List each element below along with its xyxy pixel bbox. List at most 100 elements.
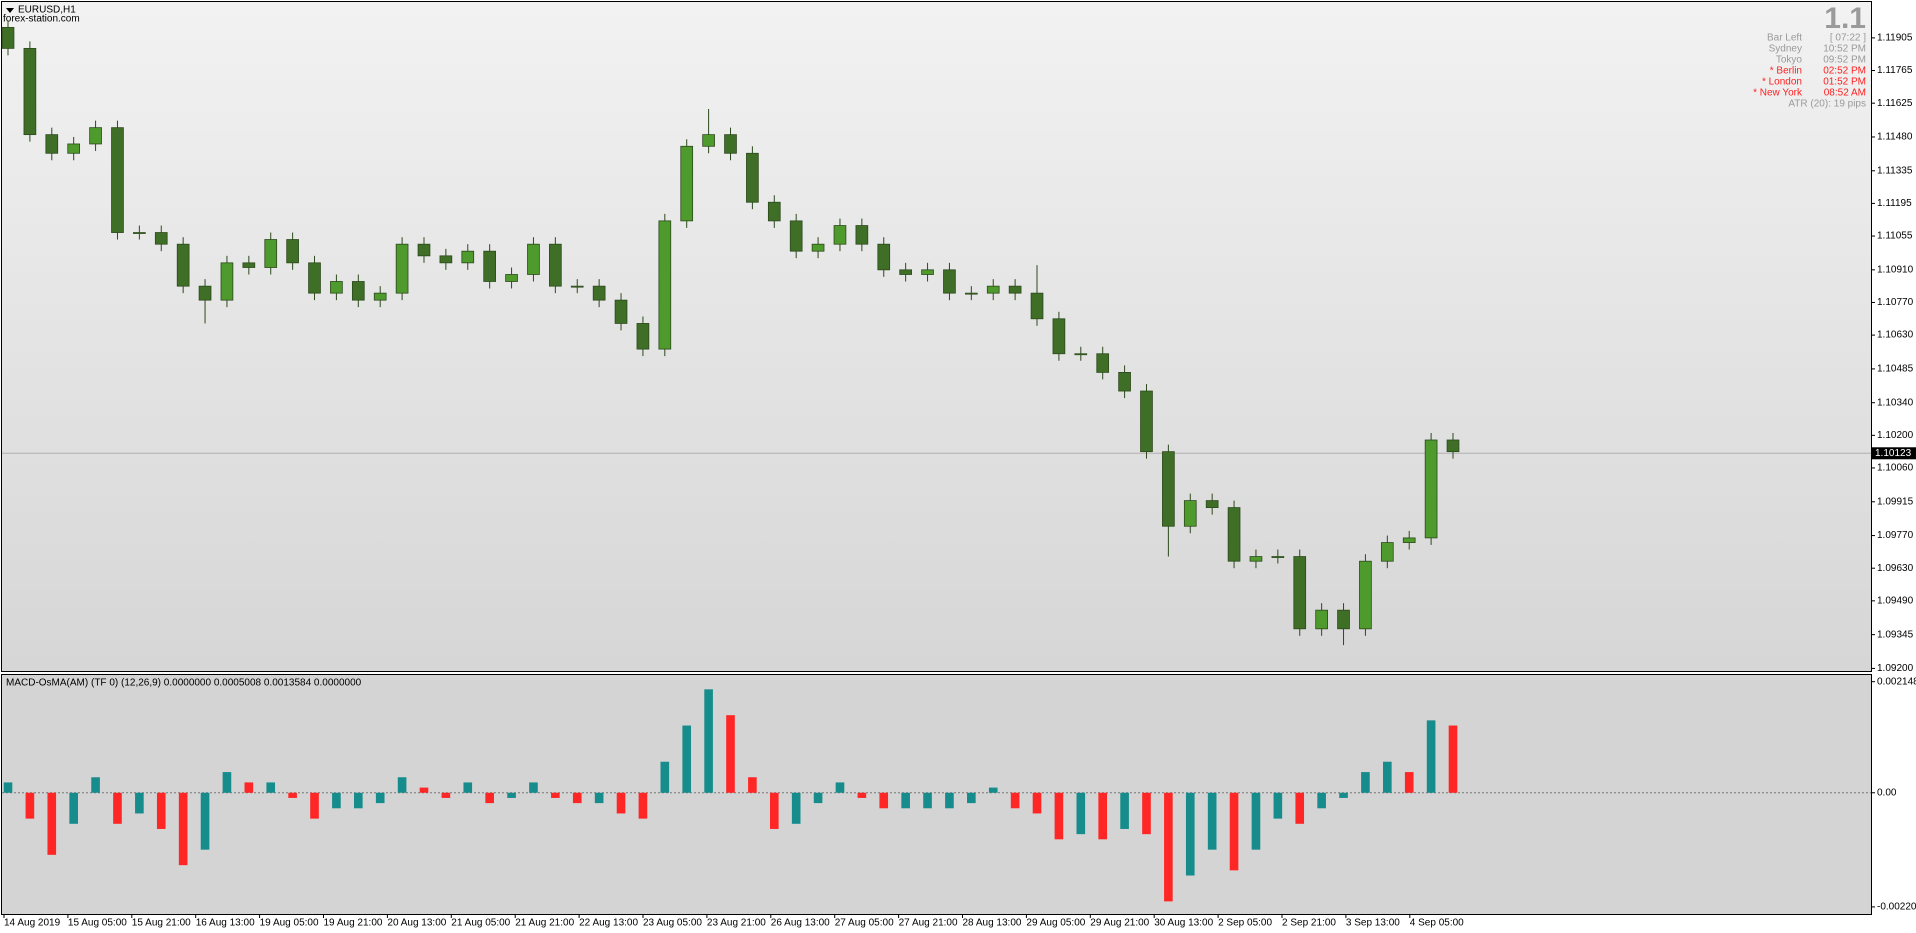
histogram-bar — [726, 715, 735, 793]
candle-body — [1337, 609, 1350, 630]
menu-arrow[interactable] — [6, 8, 14, 13]
candle-body — [373, 292, 387, 301]
histogram-bar — [551, 792, 560, 798]
info-value: 08:52 AM — [1824, 88, 1866, 99]
histogram-bar — [1098, 792, 1108, 840]
y-tick-label: 1.09490 — [1877, 595, 1914, 606]
candle-body — [1140, 390, 1153, 453]
y-tick-label: 0.00 — [1877, 787, 1897, 798]
histogram-bar — [463, 782, 473, 793]
histogram-bar — [901, 792, 910, 809]
histogram-bar — [419, 787, 429, 793]
histogram-bar — [353, 792, 363, 809]
candle-body — [1293, 556, 1307, 630]
info-value: 01:52 PM — [1823, 77, 1866, 88]
candle-body — [1162, 451, 1175, 527]
histogram-bar — [1295, 792, 1305, 824]
candle-body — [45, 134, 59, 154]
y-tick-label: 1.11625 — [1877, 98, 1913, 109]
x-tick-label: 27 Aug 05:00 — [835, 918, 894, 929]
candle-body — [1074, 353, 1088, 356]
histogram-bar — [835, 782, 845, 793]
histogram-bar — [529, 782, 538, 793]
candle-body — [899, 269, 912, 275]
candle-body — [1030, 292, 1044, 320]
histogram-bar — [1339, 792, 1348, 798]
candle-body — [1227, 507, 1241, 562]
candle-body — [570, 285, 584, 288]
histogram-bar — [69, 792, 78, 824]
info-label: Sydney — [1769, 44, 1802, 55]
candle-body — [921, 269, 934, 275]
histogram-bar — [1404, 772, 1414, 793]
histogram-bar — [1185, 792, 1195, 876]
y-tick-label: 1.10340 — [1877, 397, 1914, 408]
y-tick-label: 1.09915 — [1877, 496, 1914, 507]
candle-body — [1008, 285, 1022, 294]
candle-body — [592, 285, 606, 301]
candle-body — [811, 243, 825, 252]
histogram-bar — [178, 792, 188, 866]
candle-body — [89, 127, 102, 145]
y-tick-label: 1.11335 — [1877, 165, 1913, 176]
candle-body — [330, 281, 343, 294]
histogram-bar — [857, 792, 867, 798]
candle-body — [724, 134, 737, 154]
y-tick-label: 1.11905 — [1877, 33, 1913, 44]
info-label: Tokyo — [1776, 55, 1803, 66]
candle-body — [767, 201, 781, 222]
y-tick-label: 1.11055 — [1877, 231, 1913, 242]
histogram-bar — [25, 792, 35, 819]
info-value: [ 07:22 ] — [1830, 33, 1866, 44]
x-tick-label: 16 Aug 13:00 — [196, 918, 255, 929]
y-tick-label: 1.10060 — [1877, 463, 1914, 474]
histogram-bar — [748, 777, 757, 793]
candle-body — [527, 243, 540, 275]
x-tick-label: 21 Aug 21:00 — [515, 918, 574, 929]
candle-body — [1, 27, 15, 49]
candle-body — [1183, 500, 1197, 527]
candle-body — [111, 127, 124, 233]
candle-body — [658, 220, 672, 350]
candle-body — [877, 243, 891, 271]
main-pane — [1, 1, 1872, 672]
histogram-bar — [1361, 772, 1370, 793]
y-tick-label: -0.002207 — [1877, 902, 1916, 913]
histogram-bar — [813, 792, 823, 804]
candle-body — [1402, 537, 1416, 543]
x-tick-label: 22 Aug 13:00 — [579, 918, 638, 929]
watermark: forex-station.com — [3, 14, 80, 25]
x-tick-label: 19 Aug 21:00 — [324, 918, 383, 929]
candle-body — [965, 292, 978, 295]
candle-body — [461, 250, 475, 264]
candle-body — [198, 285, 212, 301]
candle-body — [176, 243, 190, 287]
y-tick-label: 0.002148 — [1877, 676, 1916, 687]
info-label: Bar Left — [1767, 33, 1802, 44]
x-tick-label: 14 Aug 2019 — [4, 918, 61, 929]
histogram-bar — [704, 689, 713, 793]
candle-body — [833, 225, 847, 245]
y-tick-label: 1.10485 — [1877, 364, 1914, 375]
x-tick-label: 4 Sep 05:00 — [1410, 918, 1464, 929]
candle-body — [308, 262, 321, 294]
y-tick-label: 1.10770 — [1877, 297, 1914, 308]
histogram-bar — [572, 792, 582, 804]
histogram-bar — [397, 777, 407, 793]
candle-body — [702, 134, 715, 147]
histogram-bar — [332, 792, 341, 809]
candle-body — [1118, 371, 1131, 392]
info-value: 09:52 PM — [1823, 55, 1866, 66]
histogram-bar — [441, 792, 451, 798]
candle-body — [1424, 439, 1438, 539]
histogram-bar — [135, 792, 144, 814]
x-tick-label: 26 Aug 13:00 — [771, 918, 830, 929]
candle-body — [1271, 556, 1285, 558]
histogram-bar — [769, 792, 779, 829]
histogram-bar — [3, 782, 13, 793]
x-tick-label: 15 Aug 21:00 — [132, 918, 191, 929]
histogram-bar — [507, 792, 516, 798]
x-tick-label: 19 Aug 05:00 — [260, 918, 319, 929]
